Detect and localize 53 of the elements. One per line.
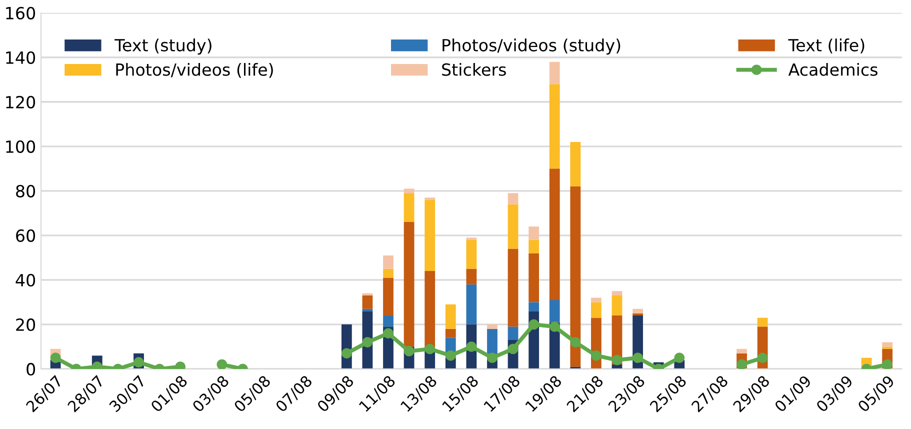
bar	[632, 308, 643, 314]
bar	[383, 316, 394, 327]
y-tick-label: 40	[16, 274, 36, 286]
bar	[466, 268, 477, 284]
legend-label: Academics	[788, 63, 878, 76]
bar	[549, 300, 560, 322]
bar	[362, 296, 373, 309]
legend-label: Text (study)	[114, 38, 212, 55]
bar	[424, 200, 436, 272]
bar	[528, 240, 540, 254]
bar	[549, 62, 560, 84]
bar	[612, 296, 622, 316]
bar	[466, 284, 477, 324]
legend-label: Text (life)	[788, 38, 864, 54]
bar	[549, 168, 560, 300]
bar	[549, 84, 560, 169]
bar	[404, 222, 414, 347]
bar	[632, 313, 643, 316]
y-tick-label: 0	[26, 362, 36, 376]
y-tick-label: 20	[16, 318, 36, 331]
bar	[882, 342, 893, 347]
bar	[383, 278, 394, 316]
bar	[404, 193, 414, 222]
bar	[736, 348, 747, 354]
bar	[508, 326, 518, 340]
bar	[591, 298, 602, 302]
bar	[508, 248, 518, 327]
bar	[528, 302, 540, 312]
y-tick-label: 120	[6, 96, 36, 108]
bar	[528, 253, 540, 302]
y-tick-label: 80	[16, 184, 36, 198]
bar	[404, 188, 414, 194]
bar	[757, 318, 768, 327]
bar	[570, 186, 581, 367]
bar	[445, 304, 456, 329]
y-tick-label: 160	[6, 6, 36, 20]
bar	[612, 291, 622, 296]
y-tick-label: 140	[6, 51, 36, 64]
bar	[508, 193, 518, 204]
bar	[528, 226, 540, 240]
bar	[570, 142, 581, 186]
legend-label: Photos/videos (life)	[116, 63, 273, 78]
y-tick-label: 100	[6, 140, 36, 153]
bar	[487, 324, 498, 329]
bar	[383, 268, 394, 278]
bar	[508, 204, 518, 249]
legend-label: Photos/videos (study)	[442, 38, 620, 55]
bar	[445, 328, 456, 338]
y-tick-label: 60	[16, 229, 36, 242]
bar	[466, 240, 477, 269]
bar	[383, 255, 394, 269]
bar	[591, 302, 602, 318]
legend-label: Stickers	[442, 63, 506, 76]
